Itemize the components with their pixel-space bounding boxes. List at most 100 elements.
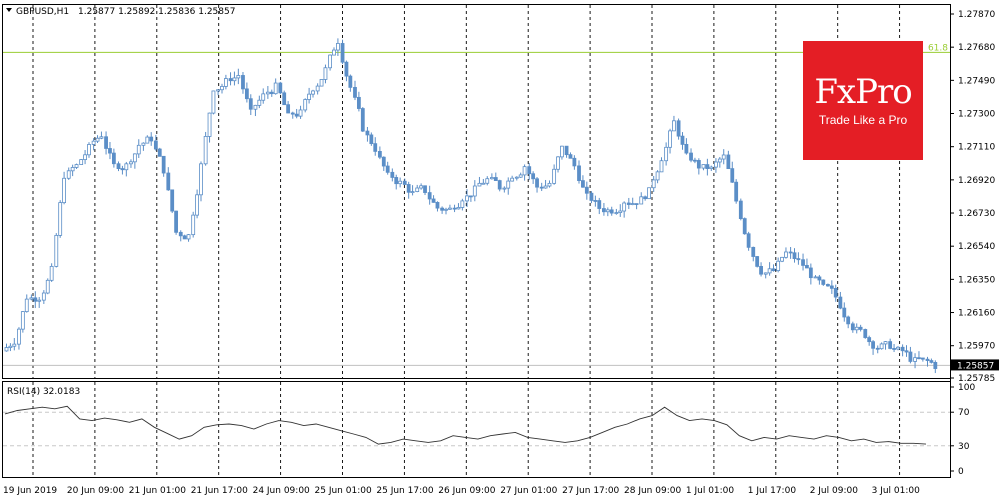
candle-body [195,194,199,216]
candle [91,138,96,151]
candle-body [440,207,445,211]
candle [108,141,112,160]
candle-body [356,96,361,109]
candle-body [323,67,328,80]
candle [879,342,884,350]
candle [485,176,490,186]
candle-body [315,85,320,92]
candle [377,146,382,160]
candle [402,178,407,186]
candle-body [149,136,154,142]
candle [572,155,577,170]
candle-body [651,179,656,189]
candle [423,185,427,196]
symbol-dropdown-icon[interactable] [6,8,12,12]
candle-body [746,233,751,248]
candle [639,192,644,205]
candle-body [161,155,166,174]
candle [829,280,834,294]
candle [373,137,378,156]
candle-body [904,350,909,353]
candle [776,257,781,273]
candle-body [178,231,183,237]
candle [170,189,175,214]
candle-body [186,234,191,240]
candle-body [908,351,913,362]
time-tick-label: 26 Jun 09:00 [438,486,495,496]
candle [336,38,340,56]
candle [655,170,660,184]
candle [684,138,689,155]
candle-body [689,152,693,161]
candle [87,142,91,158]
candle-body [609,209,614,214]
candle-body [543,185,548,189]
time-tick-label: 27 Jun 01:00 [500,486,557,496]
candle-body [826,284,830,287]
candle [506,177,511,195]
candle [622,201,627,218]
candle [917,351,921,360]
candle [232,71,237,86]
candle-body [307,93,312,100]
candle-body [17,328,21,345]
time-tick-label: 21 Jun 17:00 [191,486,248,496]
candle [518,172,523,178]
candle [813,275,818,279]
candle [120,165,125,175]
candle-body [120,168,125,171]
candle [726,150,731,170]
candle-body [801,259,805,266]
candle [780,256,784,263]
candle [129,159,133,168]
candle-body [49,265,54,281]
candle [833,284,838,302]
candle [161,155,166,177]
candle-body [319,79,324,87]
candle-body [373,143,378,152]
candle [174,210,179,235]
candle-body [435,201,440,209]
candle-body [626,202,631,205]
candle-body [452,207,457,210]
candle [311,89,315,98]
candle-body [614,212,619,214]
price-tick-label: 1.26540 [958,242,995,252]
candle [568,152,573,159]
candle [920,357,925,362]
fxpro-brand-text: FxPro [814,72,912,112]
candle [340,39,345,65]
candle [460,198,465,211]
candle-body [423,185,427,193]
candle-body [568,154,573,159]
candle-body [888,341,893,349]
candle-body [917,357,921,360]
ohlc-readout: 1.25877 1.25892 1.25836 1.25857 [78,7,235,17]
candle [79,158,84,165]
candle [539,182,544,192]
candle [236,68,241,85]
candle-body [659,160,664,173]
candle-body [141,142,146,146]
candle [721,149,726,165]
candle-body [108,148,112,154]
candle-body [410,191,415,194]
candle [303,98,308,113]
candle-body [755,256,760,267]
candle [12,338,17,351]
price-tick-label: 1.27300 [958,110,995,120]
candle [664,142,669,166]
candle-body [124,163,129,171]
candle-body [365,130,370,136]
symbol-label[interactable]: GBPUSD,H1 [16,7,69,17]
candle-body [111,152,116,165]
candle [900,344,905,357]
time-tick-label: 1 Jul 17:00 [748,486,797,496]
candle-body [129,161,133,165]
price-tick-label: 1.27680 [958,43,995,53]
candle-body [767,268,772,274]
candle-body [477,182,482,187]
candle-body [605,209,610,213]
candle-body [792,252,797,260]
candle [203,131,208,166]
